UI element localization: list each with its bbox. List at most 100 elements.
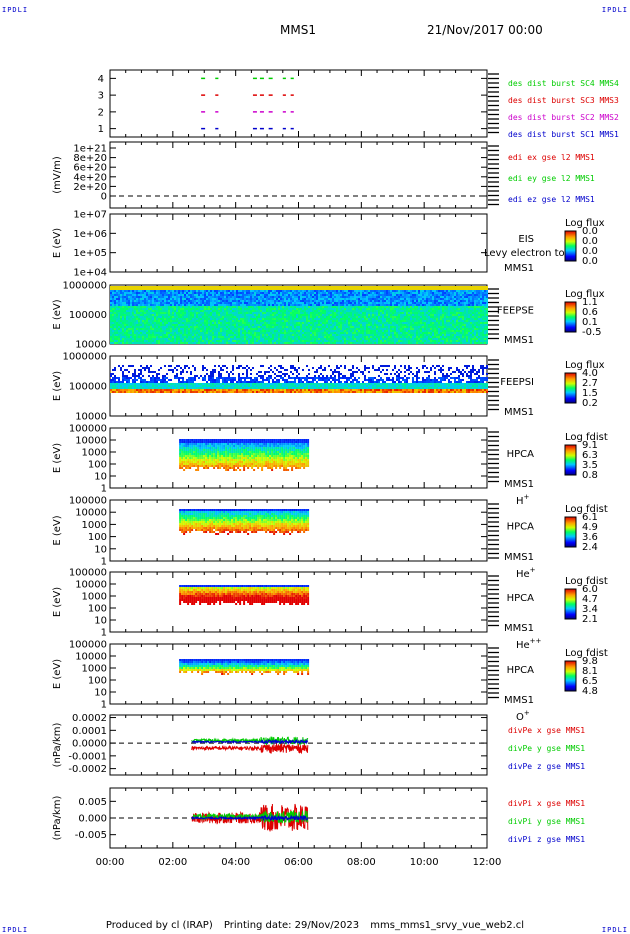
spectrogram-cell	[290, 304, 292, 306]
spectrogram-cell	[316, 326, 318, 328]
spectrogram-cell	[282, 296, 284, 298]
spectrogram-cell	[306, 320, 308, 322]
spectrogram-cell	[422, 290, 424, 292]
spectrogram-cell	[242, 318, 244, 320]
spectrogram-cell	[388, 298, 390, 300]
spectrogram-cell	[110, 332, 112, 334]
spectrogram-cell	[148, 322, 150, 324]
spectrogram-cell	[454, 286, 456, 288]
spectrogram-cell	[228, 286, 230, 288]
spectrogram-cell	[212, 314, 214, 316]
spectrogram-cell	[228, 310, 230, 312]
spectrogram-cell	[206, 316, 208, 318]
spectrogram-cell	[248, 334, 250, 336]
spectrogram-cell	[118, 324, 120, 326]
spectrogram-cell	[342, 292, 344, 294]
spectrogram-cell	[232, 296, 234, 298]
spectrogram-cell	[216, 326, 218, 328]
spectrogram-cell	[374, 298, 376, 300]
spectrogram-cell	[474, 316, 476, 318]
spectrogram-cell	[216, 290, 218, 292]
spectrogram-cell	[138, 322, 140, 324]
spectrogram-cell	[454, 312, 456, 314]
spectrogram-cell	[356, 308, 358, 310]
spectrogram-cell	[246, 320, 248, 322]
spectrogram-cell	[322, 332, 324, 334]
spectrogram-cell	[470, 292, 472, 294]
spectrogram-cell	[470, 298, 472, 300]
spectrogram-cell	[378, 332, 380, 334]
spectrogram-cell	[134, 286, 136, 288]
spectrogram-cell	[276, 316, 278, 318]
spectrogram-cell	[250, 318, 252, 320]
spectrogram-cell	[228, 294, 230, 296]
spectrogram-cell	[134, 302, 136, 304]
spectrogram-cell	[202, 322, 204, 324]
spectrogram-cell	[236, 302, 238, 304]
spectrogram-cell	[370, 322, 372, 324]
spectrogram-cell	[354, 302, 356, 304]
spectrogram-cell	[326, 332, 328, 334]
spectrogram-cell	[342, 328, 344, 330]
spectrogram-cell	[358, 302, 360, 304]
spectrogram-cell	[468, 316, 470, 318]
spectrogram-cell	[150, 318, 152, 320]
spectrogram-cell	[296, 298, 298, 300]
spectrogram-cell	[244, 312, 246, 314]
spectrogram-cell	[432, 294, 434, 296]
spectrogram-cell	[442, 320, 444, 322]
spectrogram-cell	[358, 304, 360, 306]
spectrogram-cell	[178, 304, 180, 306]
spectrogram-cell	[394, 302, 396, 304]
spectrogram-cell	[312, 314, 314, 316]
spectrogram-cell	[338, 326, 340, 328]
spectrogram-cell	[184, 322, 186, 324]
spectrogram-cell	[266, 288, 268, 290]
spectrogram-cell	[370, 316, 372, 318]
spectrogram-cell	[142, 332, 144, 334]
spectrogram-cell	[240, 302, 242, 304]
spectrogram-cell	[404, 292, 406, 294]
spectrogram-cell	[254, 332, 256, 334]
spectrogram-cell	[458, 294, 460, 296]
spectrogram-cell	[474, 312, 476, 314]
spectrogram-cell	[434, 320, 436, 322]
spectrogram-cell	[118, 320, 120, 322]
spectrogram-cell	[264, 302, 266, 304]
spectrogram-cell	[300, 322, 302, 324]
spectrogram-cell	[330, 316, 332, 318]
spectrogram-cell	[214, 316, 216, 318]
spectrogram-cell	[162, 326, 164, 328]
spectrogram-cell	[122, 312, 124, 314]
spectrogram-cell	[294, 300, 296, 302]
spectrogram-cell	[390, 314, 392, 316]
spectrogram-cell	[466, 308, 468, 310]
spectrogram-cell	[342, 312, 344, 314]
spectrogram-cell	[262, 332, 264, 334]
spectrogram-cell	[292, 330, 294, 332]
spectrogram-cell	[128, 310, 130, 312]
spectrogram-cell	[182, 296, 184, 298]
spectrogram-cell	[126, 296, 128, 298]
spectrogram-cell	[376, 328, 378, 330]
spectrogram-cell	[118, 304, 120, 306]
spectrogram-cell	[282, 310, 284, 312]
spectrogram-cell	[208, 294, 210, 296]
spectrogram-cell	[380, 330, 382, 332]
spectrogram-cell	[344, 328, 346, 330]
spectrogram-cell	[272, 326, 274, 328]
spectrogram-cell	[422, 314, 424, 316]
spectrogram-cell	[364, 326, 366, 328]
spectrogram-cell	[192, 326, 194, 328]
spectrogram-cell	[304, 324, 306, 326]
spectrogram-cell	[478, 320, 480, 322]
spectrogram-cell	[422, 292, 424, 294]
spectrogram-cell	[202, 330, 204, 332]
spectrogram-cell	[210, 326, 212, 328]
spectrogram-cell	[240, 326, 242, 328]
spectrogram-cell	[134, 308, 136, 310]
spectrogram-cell	[208, 298, 210, 300]
spectrogram-cell	[302, 288, 304, 290]
spectrogram-cell	[144, 288, 146, 290]
spectrogram-cell	[280, 294, 282, 296]
